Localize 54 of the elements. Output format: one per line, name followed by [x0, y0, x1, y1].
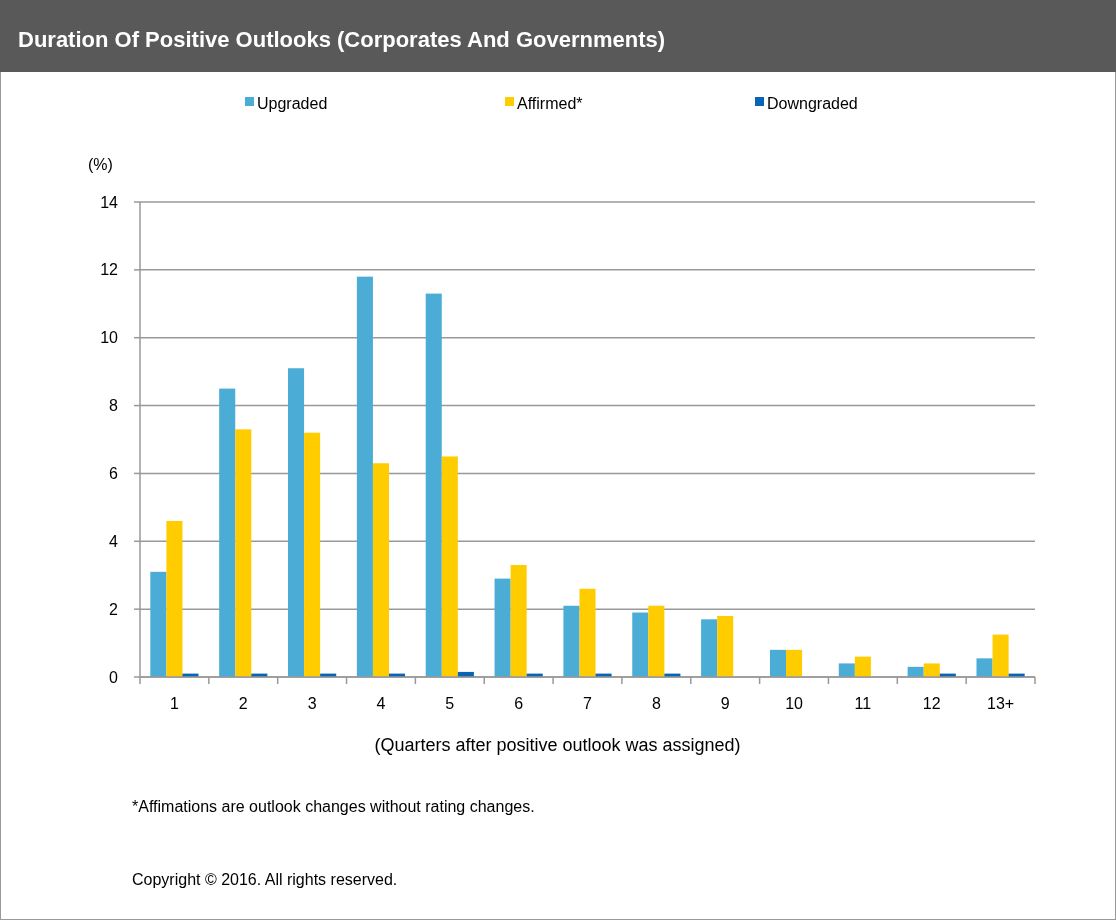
- x-tick-label: 11: [854, 695, 872, 712]
- y-tick-label: 6: [109, 465, 119, 483]
- y-axis-title: (%): [88, 156, 113, 173]
- bar: [219, 388, 236, 677]
- text: Copyright © 2016. All rights reserved.: [132, 871, 398, 888]
- bar: [701, 619, 718, 677]
- x-tick-label: 5: [445, 695, 455, 712]
- x-tick-label: 6: [514, 695, 524, 712]
- x-tick-label: 9: [720, 695, 730, 712]
- y-tick-label: 2: [109, 600, 119, 618]
- bar: [648, 605, 665, 677]
- x-tick-label: 10: [785, 695, 804, 712]
- y-tick-label: 4: [109, 532, 119, 550]
- x-tick-label: 12: [922, 695, 941, 712]
- x-axis-title: (Quarters after positive outlook was assigned): [374, 735, 741, 755]
- legend-label: Downgraded: [767, 94, 858, 112]
- bar: [441, 456, 458, 677]
- bar: [150, 571, 167, 677]
- y-tick-label: 14: [100, 193, 119, 211]
- bar: [579, 588, 596, 677]
- bar: [372, 463, 389, 677]
- bar: [510, 565, 527, 677]
- bar: [992, 634, 1009, 677]
- y-tick-label: 8: [109, 397, 119, 415]
- bar: [717, 615, 734, 677]
- x-tick-label: 7: [583, 695, 593, 712]
- legend-label: Affirmed*: [517, 94, 583, 112]
- x-tick-label: 13+: [987, 695, 1015, 712]
- bar: [976, 658, 993, 677]
- x-tick-label: 1: [169, 695, 179, 712]
- bar: [632, 612, 649, 677]
- y-tick-label: 10: [100, 329, 119, 347]
- bar: [838, 663, 855, 677]
- x-tick-label: 3: [307, 695, 317, 712]
- legend-label: Upgraded: [257, 94, 328, 112]
- bar: [769, 649, 787, 677]
- bar: [235, 429, 252, 677]
- x-tick-label: 8: [651, 695, 661, 712]
- chart-title: Duration Of Positive Outlooks (Corporates And Governments): [18, 27, 666, 52]
- bar: [356, 276, 373, 677]
- bar: [304, 432, 321, 677]
- x-tick-label: 4: [376, 695, 386, 712]
- y-tick-label: 0: [109, 668, 119, 686]
- bar: [854, 656, 871, 677]
- bar: [494, 578, 511, 677]
- bar: [166, 520, 183, 677]
- bar: [563, 605, 580, 677]
- bar: [288, 368, 305, 677]
- bar: [425, 293, 442, 677]
- bar: [923, 663, 940, 677]
- bar: [786, 649, 803, 677]
- text: *Affimations are outlook changes without rating changes.: [132, 798, 535, 815]
- y-tick-label: 12: [100, 261, 119, 279]
- x-tick-label: 2: [238, 695, 248, 712]
